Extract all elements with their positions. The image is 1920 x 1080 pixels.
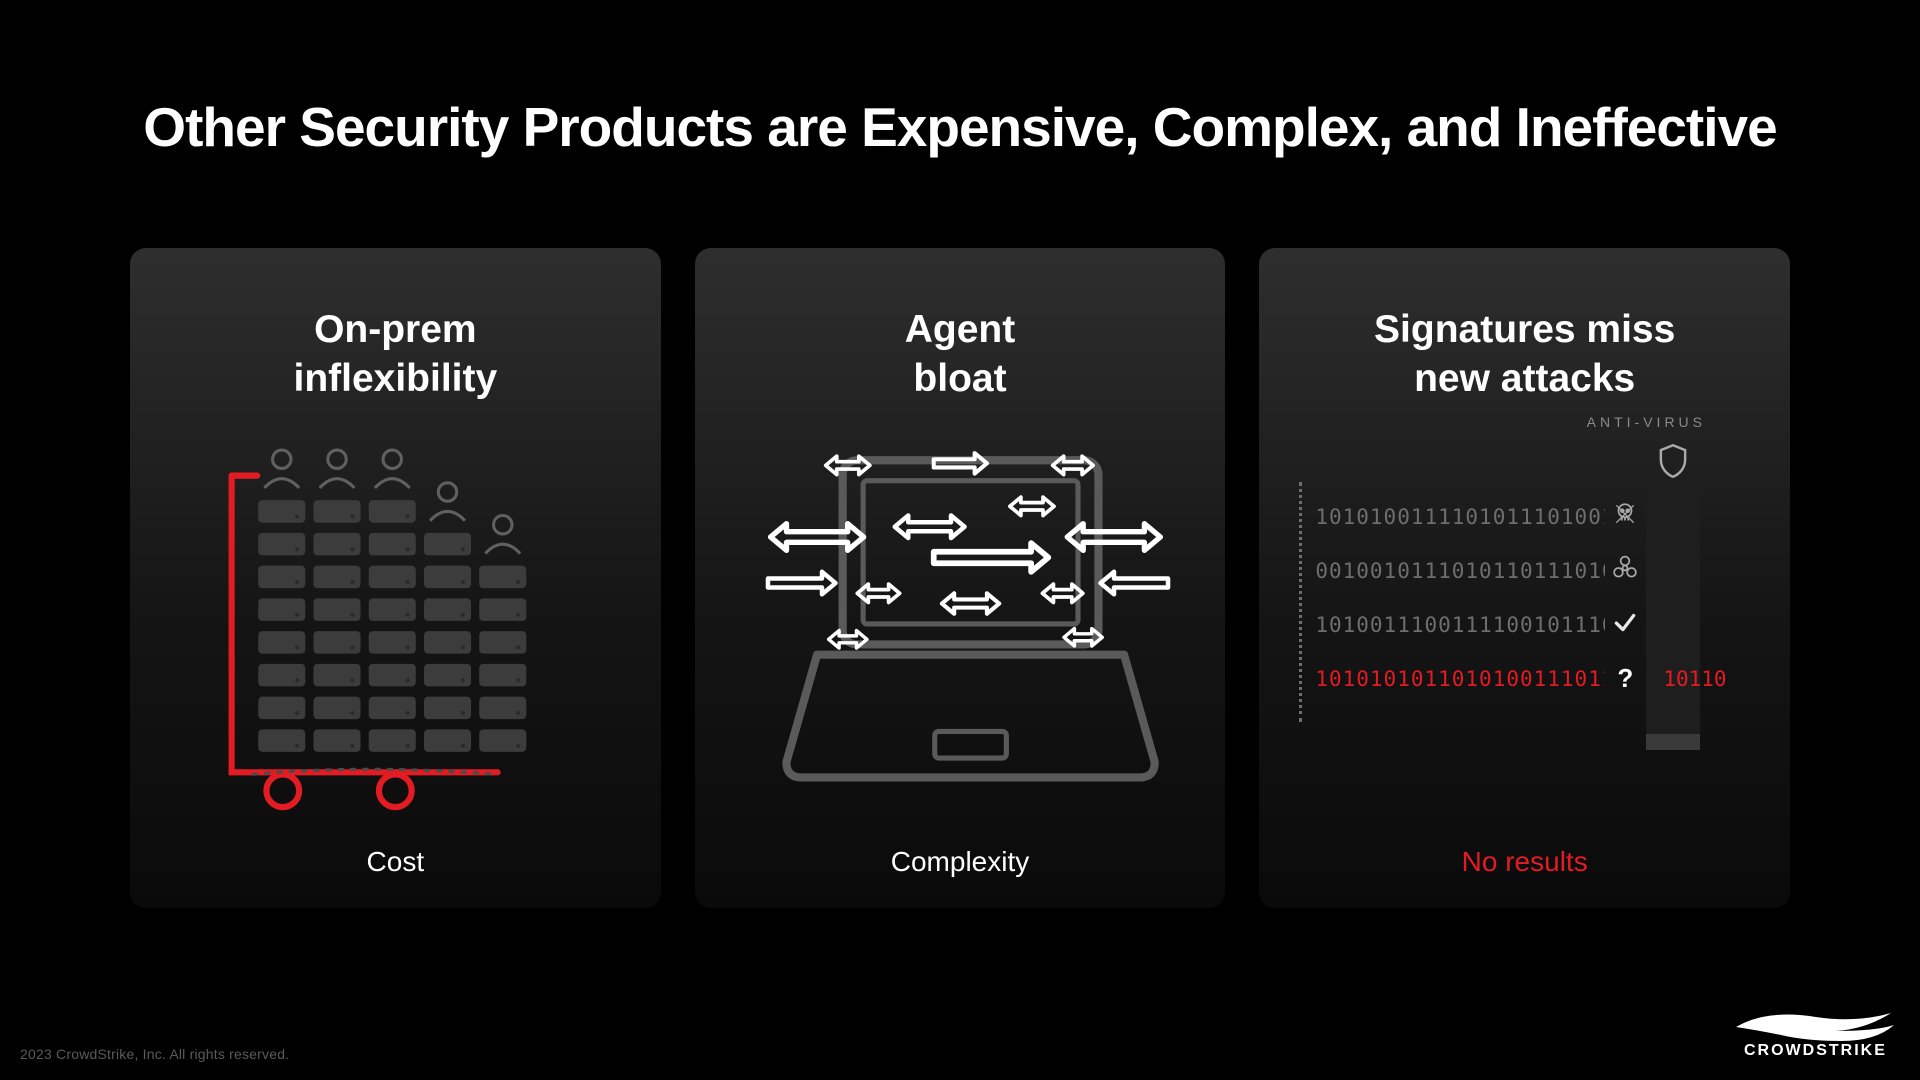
card-caption: No results bbox=[1462, 846, 1588, 878]
card-row: On-prem inflexibility Cost bbox=[130, 248, 1790, 908]
card-complexity: Agent bloat Complexity bbox=[695, 248, 1226, 908]
signatures-graphic: ANTI-VIRUS 1010100111101011101001 0 0010… bbox=[1289, 404, 1760, 847]
binary-overflow: 10110 bbox=[1663, 667, 1726, 691]
copyright-text: 2023 CrowdStrike, Inc. All rights reserv… bbox=[20, 1046, 289, 1062]
card-title-line2: new attacks bbox=[1414, 357, 1635, 400]
card-title-line2: bloat bbox=[913, 357, 1006, 400]
check-icon bbox=[1605, 609, 1645, 640]
card-title: Signatures miss new attacks bbox=[1374, 306, 1675, 404]
slide-title: Other Security Products are Expensive, C… bbox=[0, 95, 1920, 159]
antivirus-label: ANTI-VIRUS bbox=[1587, 414, 1706, 430]
logo-text: CROWDSTRIKE bbox=[1744, 1042, 1887, 1057]
card-cost: On-prem inflexibility Cost bbox=[130, 248, 661, 908]
binary-row: 1010100111101011101001 0 bbox=[1315, 490, 1740, 544]
binary-text: 0010010111010110111010 1 bbox=[1315, 559, 1605, 583]
card-title-line1: On-prem bbox=[314, 308, 477, 351]
binary-row: 1010101011010100111011 0 ? 10110 bbox=[1315, 652, 1740, 706]
binary-text: 1010011100111100101110 0 bbox=[1315, 613, 1605, 637]
card-caption: Cost bbox=[367, 846, 425, 878]
binary-row: 0010010111010110111010 1 bbox=[1315, 544, 1740, 598]
card-title-line2: inflexibility bbox=[293, 357, 497, 400]
datacenter-dolly-icon bbox=[160, 404, 631, 834]
binary-text: 1010100111101011101001 0 bbox=[1315, 505, 1605, 529]
dotted-divider bbox=[1299, 482, 1302, 722]
card-title: On-prem inflexibility bbox=[293, 306, 497, 404]
binary-text: 1010101011010100111011 0 bbox=[1315, 667, 1605, 691]
cost-graphic bbox=[160, 404, 631, 847]
card-title: Agent bloat bbox=[905, 306, 1016, 404]
shield-icon bbox=[1658, 444, 1688, 483]
binary-rows: 1010100111101011101001 0 001001011101011… bbox=[1315, 490, 1740, 706]
card-title-line1: Agent bbox=[905, 308, 1016, 351]
card-noresults: Signatures miss new attacks ANTI-VIRUS 1… bbox=[1259, 248, 1790, 908]
crowdstrike-logo: CROWDSTRIKE bbox=[1726, 1007, 1896, 1062]
laptop-arrows-icon bbox=[725, 404, 1196, 834]
question-icon: ? bbox=[1605, 663, 1645, 694]
skull-icon bbox=[1605, 501, 1645, 532]
card-caption: Complexity bbox=[891, 846, 1029, 878]
binary-row: 1010011100111100101110 0 bbox=[1315, 598, 1740, 652]
complexity-graphic bbox=[725, 404, 1196, 847]
result-column-tail bbox=[1646, 734, 1700, 750]
biohazard-icon bbox=[1605, 555, 1645, 586]
card-title-line1: Signatures miss bbox=[1374, 308, 1675, 351]
